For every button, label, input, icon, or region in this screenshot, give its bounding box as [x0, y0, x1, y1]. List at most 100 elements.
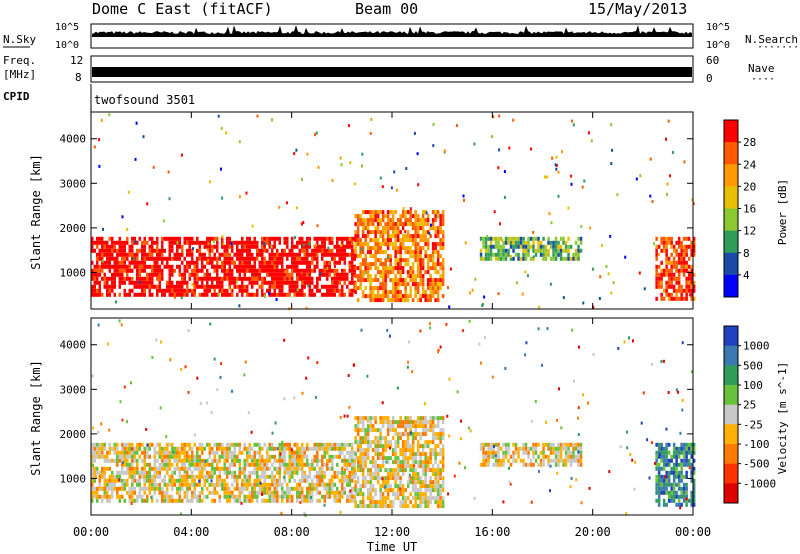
colorbar-tick-label: 20 [743, 180, 756, 193]
colorbar-swatch [724, 404, 738, 425]
velocity-cbar-label: Velocity [m s^-1] [776, 362, 789, 475]
colorbar-swatch [724, 274, 738, 298]
power-colorbar: 28 24 20 16 12 8 4 [723, 119, 757, 298]
nsearch-tick-top: 10^5 [706, 22, 730, 33]
nsky-tick-bottom: 10^0 [55, 40, 79, 51]
freq-label-1: Freq. [3, 54, 36, 67]
scatter-region [655, 442, 696, 507]
power-y-axis: 1000 2000 3000 4000 [60, 133, 693, 279]
colorbar-tick-label: 12 [743, 225, 756, 238]
nsearch-tick-bottom: 10^0 [706, 40, 730, 51]
colorbar-swatch [724, 365, 738, 386]
colorbar-swatch [724, 230, 738, 254]
power-marks [91, 113, 696, 311]
freq-tick-top: 12 [70, 54, 83, 67]
nsky-trace [92, 25, 692, 37]
nave-tick-bottom: 0 [706, 72, 713, 85]
colorbar-swatch [724, 444, 738, 465]
nsearch-label: N.Search [745, 33, 798, 46]
station-title: Dome C East (fitACF) [92, 0, 273, 18]
scatter-noise [93, 113, 695, 311]
freq-label-2: [MHz] [3, 68, 36, 81]
x-axis-label: Time UT [367, 540, 418, 554]
x-tick-label: 16:00 [474, 525, 510, 539]
nsky-frame [90, 23, 694, 49]
colorbar-tick-label: 1000 [743, 340, 770, 353]
velocity-marks [91, 319, 696, 517]
y-tick-label: 3000 [60, 383, 87, 396]
colorbar-swatch [724, 164, 738, 187]
colorbar-tick-label: 25 [743, 399, 756, 412]
cpid-strip: CPID twofsound 3501 [3, 84, 195, 112]
colorbar-tick-label: 100 [743, 379, 763, 392]
x-tick-label: 04:00 [173, 525, 209, 539]
colorbar-tick-label: 8 [743, 247, 750, 260]
velocity-y-axis: 1000 2000 3000 4000 [60, 339, 693, 485]
colorbar-tick-label: -100 [743, 438, 770, 451]
colorbar-swatch [724, 252, 738, 276]
nsky-tick-top: 10^5 [55, 22, 79, 33]
x-tick-label: 12:00 [374, 525, 410, 539]
power-cbar-label: Power [dB] [776, 179, 789, 245]
colorbar-swatch [724, 385, 738, 406]
scatter-region [655, 236, 696, 301]
colorbar-tick-label: 500 [743, 359, 763, 372]
y-tick-label: 3000 [60, 177, 87, 190]
colorbar-swatch [724, 463, 738, 484]
date-title: 15/May/2013 [588, 0, 687, 18]
power-panel: 1000 2000 3000 4000 Slant Range [km] 28 24 20… [29, 111, 789, 311]
scatter-region [479, 442, 583, 467]
colorbar-tick-label: 4 [743, 269, 750, 282]
colorbar-tick-label: 24 [743, 158, 757, 171]
x-tick-label: 00:00 [73, 525, 109, 539]
freq-tick-bottom: 8 [75, 71, 82, 84]
colorbar-tick-label: 28 [743, 136, 756, 149]
scatter-region [479, 236, 583, 261]
velocity-colorbar: 1000 500 100 25 -25 -100 -500 -1000 [723, 325, 776, 504]
cpid-label: CPID [3, 90, 30, 103]
nave-label: Nave [748, 62, 775, 75]
colorbar-tick-label: 16 [743, 203, 756, 216]
scatter-region [91, 442, 356, 503]
colorbar-frame [723, 325, 739, 504]
scatter-region [91, 236, 356, 297]
colorbar-swatch [724, 345, 738, 366]
x-tick-label: 00:00 [675, 525, 711, 539]
y-tick-label: 2000 [60, 222, 87, 235]
colorbar-tick-label: -1000 [743, 477, 776, 490]
freq-strip: Freq. [MHz] 12 8 [3, 54, 694, 84]
nave-dots: ···· [751, 74, 775, 85]
freq-frame [90, 55, 694, 83]
nsearch-dots: ······· [757, 42, 799, 53]
colorbar-swatch [724, 424, 738, 445]
y-tick-label: 4000 [60, 339, 87, 352]
y-tick-label: 4000 [60, 133, 87, 146]
y-tick-label: 2000 [60, 428, 87, 441]
colorbar-tick-label: -25 [743, 418, 763, 431]
nave-tick-top: 60 [706, 54, 719, 67]
colorbar-swatch [724, 142, 738, 165]
x-axis: 00:00 04:00 08:00 12:00 16:00 20:00 00:00 [73, 112, 711, 539]
scatter-region [354, 210, 445, 303]
y-tick-label: 1000 [60, 472, 87, 485]
colorbar-swatch [724, 120, 738, 143]
freq-trace [92, 67, 692, 77]
x-tick-label: 08:00 [274, 525, 310, 539]
colorbar-swatch [724, 483, 738, 504]
velocity-ylabel: Slant Range [km] [29, 360, 43, 476]
colorbar-swatch [724, 208, 738, 232]
colorbar-swatch [724, 326, 738, 347]
scatter-region [354, 416, 445, 509]
y-tick-label: 1000 [60, 266, 87, 279]
scatter-noise [91, 319, 694, 517]
velocity-panel: 1000 2000 3000 4000 Slant Range [km] 1000 50… [29, 317, 789, 517]
colorbar-tick-label: -500 [743, 458, 770, 471]
x-tick-label: 20:00 [575, 525, 611, 539]
colorbar-swatch [724, 186, 738, 209]
beam-title: Beam 00 [355, 0, 418, 18]
cpid-program: twofsound 3501 [94, 93, 195, 107]
nsky-label: N.Sky [3, 33, 36, 46]
nsky-strip: N.Sky 10^5 10^0 [3, 22, 694, 51]
power-ylabel: Slant Range [km] [29, 154, 43, 270]
